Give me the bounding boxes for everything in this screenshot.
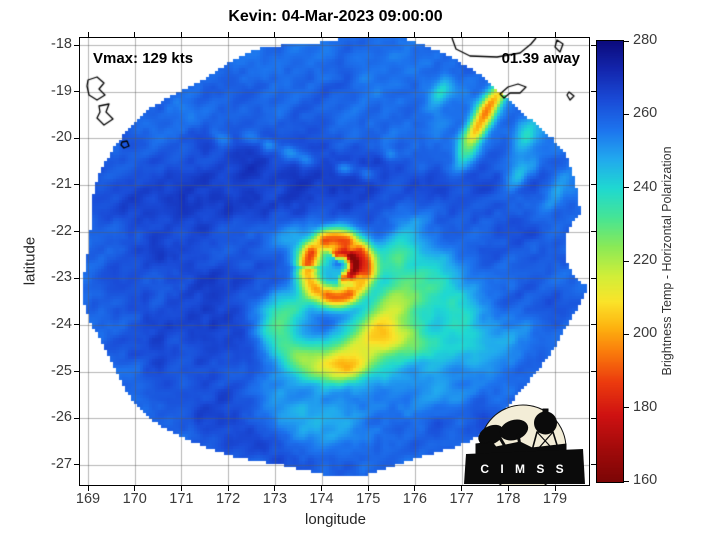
y-tick-mark (591, 91, 596, 93)
colorbar-tick-label: 240 (633, 178, 658, 195)
y-tick-mark (74, 371, 79, 373)
x-tick-mark (321, 32, 322, 37)
x-tick-mark (554, 32, 556, 37)
y-tick-label: -25 (51, 362, 72, 379)
y-tick-mark (74, 231, 79, 233)
x-tick-label: 171 (169, 491, 194, 507)
colorbar-tick-mark (624, 40, 629, 42)
x-tick-mark (87, 486, 89, 491)
cimss-logo-banner (464, 449, 585, 484)
x-tick-mark (414, 32, 416, 37)
colorbar-tick-mark (624, 333, 629, 335)
x-tick-mark (274, 32, 276, 37)
x-tick-mark (554, 486, 556, 491)
colorbar-tick-label: 200 (633, 325, 658, 342)
y-tick-label: -24 (51, 315, 72, 332)
y-tick-label: -26 (51, 409, 72, 426)
y-tick-mark (591, 324, 596, 326)
x-tick-mark (367, 32, 369, 37)
y-tick-label: -21 (51, 175, 72, 192)
x-tick-label: 172 (215, 491, 241, 507)
colorbar-tick-mark (624, 407, 629, 409)
x-tick-mark (87, 32, 89, 37)
colorbar (596, 40, 624, 483)
y-tick-label: -18 (51, 36, 72, 52)
y-tick-label: -23 (51, 269, 72, 286)
colorbar-tick-mark (624, 187, 629, 189)
y-tick-label: -22 (51, 222, 72, 239)
y-tick-mark (591, 371, 596, 373)
x-tick-mark (507, 486, 509, 491)
y-tick-mark (591, 417, 596, 419)
x-tick-label: 176 (402, 491, 427, 507)
x-tick-mark (227, 486, 229, 491)
y-tick-mark (591, 231, 596, 233)
x-tick-mark (134, 486, 136, 491)
colorbar-tick-mark (624, 113, 629, 115)
y-tick-mark (74, 184, 79, 186)
x-tick-label: 178 (496, 491, 521, 507)
x-tick-mark (180, 32, 182, 37)
x-tick-label: 175 (356, 491, 381, 507)
x-tick-mark (461, 486, 463, 491)
y-tick-mark (74, 277, 79, 279)
x-tick-mark (507, 32, 509, 37)
y-tick-mark (74, 137, 79, 139)
cimss-logo-text: C I M S S (480, 462, 567, 476)
y-tick-mark (591, 184, 596, 186)
colorbar-tick-mark (624, 260, 629, 262)
x-tick-mark (321, 486, 322, 491)
colorbar-tick-mark (624, 480, 629, 482)
x-tick-mark (274, 486, 276, 491)
cimss-logo: C I M S S (464, 404, 585, 485)
colorbar-gradient (597, 41, 623, 482)
time-away-annotation: 01.39 away (501, 50, 580, 67)
x-tick-mark (180, 486, 182, 491)
y-tick-mark (74, 324, 79, 326)
colorbar-tick-label: 160 (633, 472, 658, 488)
x-tick-mark (134, 32, 136, 37)
y-tick-mark (74, 464, 79, 466)
colorbar-tick-label: 180 (633, 398, 658, 415)
x-tick-mark (414, 486, 416, 491)
x-tick-mark (461, 32, 463, 37)
y-tick-label: -20 (51, 129, 72, 146)
x-tick-label: 177 (449, 491, 474, 507)
x-tick-label: 174 (309, 491, 334, 507)
y-tick-mark (74, 44, 79, 46)
colorbar-tick-label: 280 (633, 32, 658, 48)
y-tick-mark (591, 464, 596, 466)
y-tick-label: -19 (51, 82, 72, 99)
x-tick-label: 170 (122, 491, 147, 507)
plot-area: Vmax: 129 kts 01.39 away C I M S S (79, 37, 590, 486)
y-tick-mark (74, 91, 79, 93)
plot-title: Kevin: 04-Mar-2023 09:00:00 (228, 8, 443, 25)
x-axis-label: longitude (305, 511, 366, 528)
x-tick-label: 179 (542, 491, 568, 507)
vmax-annotation: Vmax: 129 kts (93, 50, 194, 67)
x-tick-mark (227, 32, 229, 37)
y-tick-mark (591, 277, 596, 279)
colorbar-tick-label: 220 (633, 252, 658, 268)
y-tick-mark (591, 44, 596, 46)
colorbar-tick-label: 260 (633, 105, 658, 122)
y-tick-mark (74, 417, 79, 419)
y-tick-mark (591, 137, 596, 139)
y-tick-label: -27 (51, 455, 72, 472)
x-tick-mark (367, 486, 369, 491)
x-tick-label: 169 (75, 491, 101, 507)
x-tick-label: 173 (262, 491, 287, 507)
